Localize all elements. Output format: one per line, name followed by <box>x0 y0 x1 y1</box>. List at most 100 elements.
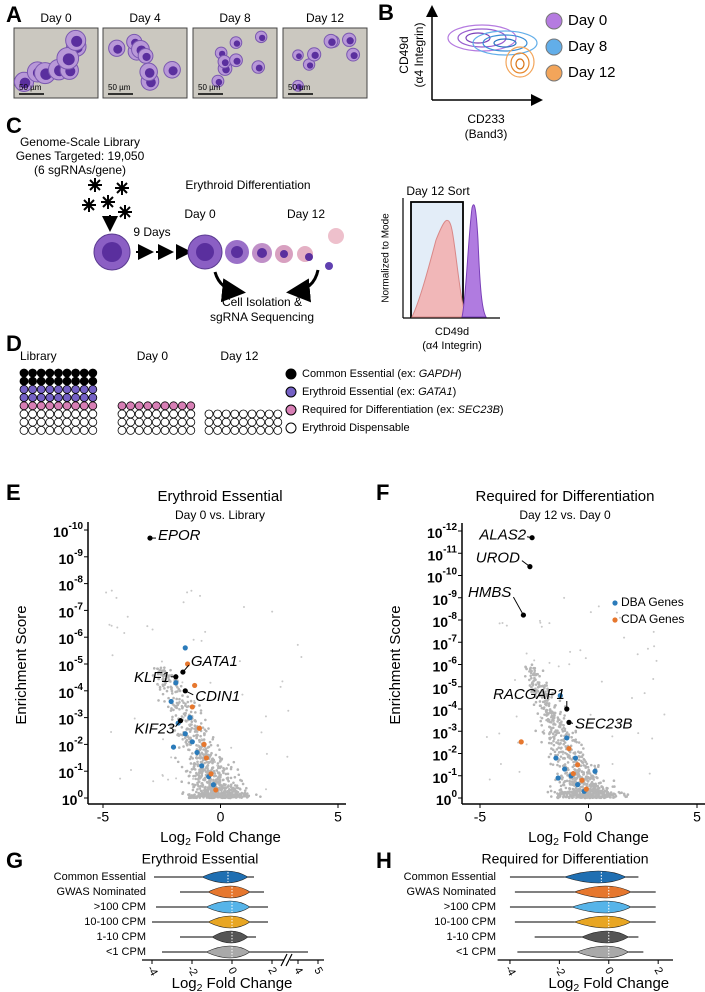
background-point <box>552 717 555 720</box>
background-point <box>214 774 218 778</box>
library-dot <box>28 401 37 411</box>
background-point <box>189 770 192 774</box>
background-point <box>501 622 504 625</box>
background-point <box>540 706 544 710</box>
background-point <box>600 785 604 789</box>
background-point <box>189 796 193 800</box>
background-point <box>170 692 174 695</box>
background-point <box>599 793 602 796</box>
background-point <box>197 791 201 795</box>
background-point <box>231 786 235 790</box>
background-point <box>561 764 565 768</box>
violin <box>570 900 632 914</box>
background-point <box>189 762 193 765</box>
text: -4 <box>144 964 159 978</box>
background-point <box>133 717 136 720</box>
library-dot <box>36 417 46 427</box>
legend-swatch <box>285 368 297 380</box>
background-point <box>115 596 118 599</box>
background-point <box>167 678 171 682</box>
background-point <box>226 772 230 776</box>
background-point <box>169 709 173 712</box>
text: -3 <box>74 708 83 719</box>
nucleus <box>295 83 302 90</box>
background-point <box>160 670 163 674</box>
background-point <box>563 741 567 744</box>
background-point <box>561 750 565 754</box>
gene-point <box>203 755 209 761</box>
nucleus <box>19 77 31 89</box>
text: 50 µm <box>19 83 42 92</box>
legend-label: Required for Differentiation (ex: SEC23B… <box>302 404 504 416</box>
text: -9 <box>448 588 457 599</box>
background-point <box>176 760 180 764</box>
background-point <box>565 752 569 756</box>
text: -10 <box>69 521 84 532</box>
background-point <box>203 732 206 736</box>
background-point <box>202 748 205 751</box>
background-point <box>556 760 560 763</box>
background-point <box>241 693 244 696</box>
background-point <box>577 750 580 754</box>
violin <box>580 930 630 944</box>
nucleus <box>62 53 75 66</box>
background-point <box>174 756 177 760</box>
text: 10 <box>59 631 75 647</box>
text: -2 <box>74 735 83 746</box>
background-point <box>192 638 195 641</box>
background-point <box>547 702 551 705</box>
library-dot <box>88 425 98 435</box>
library-dot <box>143 409 153 419</box>
library-dot <box>71 417 80 427</box>
background-point <box>236 790 240 794</box>
background-point <box>225 767 228 770</box>
background-point <box>204 630 207 633</box>
background-point <box>172 708 175 712</box>
library-dot <box>36 393 46 403</box>
background-point <box>575 725 579 729</box>
background-point <box>194 790 198 794</box>
background-point <box>564 786 568 790</box>
background-point <box>110 731 113 734</box>
nucleus <box>255 64 263 72</box>
library-dot <box>62 368 72 378</box>
y-tick-label: 10-11 <box>428 544 458 563</box>
background-point <box>184 702 187 706</box>
background-point <box>546 790 550 794</box>
background-point <box>572 789 576 793</box>
background-point <box>562 794 566 798</box>
library-dot <box>71 425 80 435</box>
background-point <box>547 718 551 722</box>
text: G <box>6 848 23 873</box>
background-point <box>170 686 173 689</box>
violin <box>207 885 251 899</box>
text: -9 <box>74 547 83 558</box>
background-point <box>556 796 560 800</box>
background-point <box>564 795 568 799</box>
background-point <box>219 788 223 791</box>
background-point <box>550 696 553 699</box>
background-point <box>185 727 189 731</box>
text: -8 <box>448 611 457 622</box>
background-point <box>559 755 563 758</box>
background-point <box>539 694 542 697</box>
background-point <box>223 783 227 787</box>
violin <box>573 915 632 929</box>
background-point <box>214 778 218 781</box>
library-dot <box>71 409 80 419</box>
library-dot <box>28 425 37 435</box>
background-point <box>630 697 633 700</box>
text: 0 <box>451 789 457 800</box>
background-point <box>191 752 194 755</box>
nucleus <box>71 35 83 47</box>
background-point <box>558 699 562 703</box>
y-tick-label: 10-4 <box>59 681 84 700</box>
library-dot <box>143 417 153 427</box>
background-point <box>545 690 548 693</box>
text: 0 <box>77 789 83 800</box>
library-dot <box>45 384 55 394</box>
background-point <box>198 787 202 790</box>
library-dot <box>36 425 46 435</box>
background-point <box>208 783 212 786</box>
